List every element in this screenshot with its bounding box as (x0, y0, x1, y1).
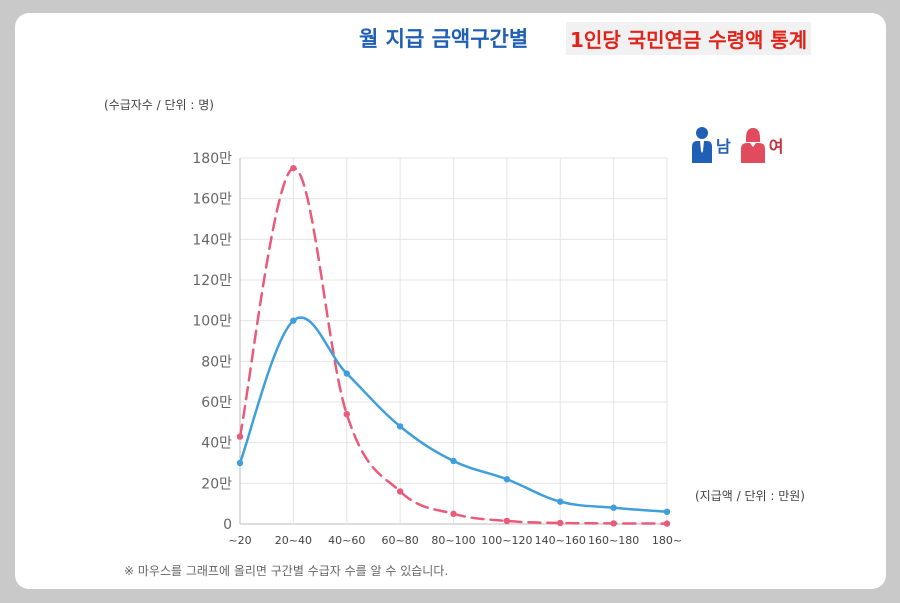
y-tick-label: 0 (223, 517, 232, 533)
data-point-female[interactable] (503, 517, 511, 525)
data-point-female[interactable] (396, 488, 404, 495)
hover-note: ※ 마우스를 그래프에 올리면 구간별 수급자 수를 알 수 있습니다. (124, 564, 449, 578)
y-tick-label: 140만 (192, 232, 232, 248)
series[interactable] (236, 164, 671, 527)
data-point-male[interactable] (557, 498, 564, 505)
female-icon[interactable] (740, 127, 766, 163)
x-tick-label: 180~ (652, 534, 682, 547)
series-female[interactable] (236, 164, 671, 527)
data-point-female[interactable] (663, 520, 671, 527)
data-point-female[interactable] (610, 520, 617, 527)
chart-card (15, 13, 886, 589)
y-tick-label: 40만 (201, 436, 232, 452)
x-tick-label: 160~180 (588, 534, 639, 547)
x-tick-label: 20~40 (275, 534, 312, 547)
y-tick-label: 60만 (201, 395, 232, 411)
data-point-male[interactable] (503, 476, 511, 483)
x-tick-label: 60~80 (382, 534, 419, 547)
data-point-female[interactable] (450, 510, 457, 518)
data-point-male[interactable] (236, 459, 244, 467)
data-point-male[interactable] (610, 504, 617, 511)
x-tick-label: 140~160 (535, 534, 586, 547)
y-tick-label: 120만 (192, 273, 232, 289)
x-tick-label: 40~60 (328, 534, 365, 547)
x-tick-label: 80~100 (431, 534, 475, 547)
y-tick-label: 180만 (192, 151, 232, 167)
axes: 0 20만 40만 60만 80만 100만 120만 140만 160만 180만 ~20 20~4… (192, 151, 682, 547)
legend-male-label[interactable]: 남 (716, 137, 731, 156)
data-point-male[interactable] (290, 317, 297, 324)
data-point-female[interactable] (290, 164, 297, 172)
y-axis-caption: (수급자수 / 단위 : 명) (104, 98, 214, 112)
data-point-male[interactable] (663, 508, 671, 515)
x-tick-label: 100~120 (481, 534, 532, 547)
data-point-female[interactable] (236, 433, 244, 440)
data-point-male[interactable] (450, 457, 457, 465)
chart-title: 월 지급 금액구간별 (359, 27, 529, 51)
x-tick-label: ~20 (228, 534, 251, 547)
y-tick-label: 100만 (192, 314, 232, 330)
legend-female-label[interactable]: 여 (768, 137, 784, 156)
y-tick-label: 80만 (201, 354, 232, 370)
series-male[interactable] (236, 316, 671, 515)
legend: 남 여 (691, 127, 783, 163)
chart-subtitle: 1인당 국민연금 수령액 통계 (566, 22, 812, 55)
series-line-female[interactable] (238, 166, 669, 525)
x-axis-caption: (지급액 / 단위 : 만원) (695, 489, 805, 503)
y-tick-label: 20만 (201, 476, 232, 492)
y-tick-label: 160만 (192, 192, 232, 208)
data-point-male[interactable] (396, 423, 404, 430)
data-point-female[interactable] (343, 411, 350, 418)
data-point-female[interactable] (557, 519, 564, 527)
data-point-male[interactable] (343, 370, 350, 377)
male-icon[interactable] (691, 127, 713, 163)
grid (239, 157, 668, 525)
